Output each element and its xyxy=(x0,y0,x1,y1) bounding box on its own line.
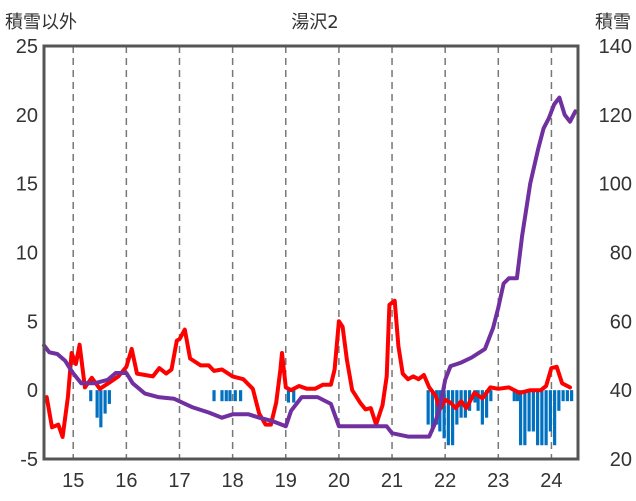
bar-34 xyxy=(531,390,535,432)
x-tick-5: 20 xyxy=(328,470,350,492)
bar-17 xyxy=(442,390,446,439)
bar-41 xyxy=(561,390,565,402)
bar-5 xyxy=(212,390,216,402)
x-tick-2: 17 xyxy=(168,470,190,492)
bar-26 xyxy=(480,390,484,425)
x-tick-6: 21 xyxy=(381,470,403,492)
bar-40 xyxy=(557,390,561,411)
y-right-tick-2: 100 xyxy=(599,174,632,196)
x-tick-7: 22 xyxy=(434,470,456,492)
bar-30 xyxy=(515,390,520,402)
bar-18 xyxy=(446,390,450,446)
bar-42 xyxy=(565,390,569,402)
plot-frame xyxy=(42,44,580,461)
bar-10 xyxy=(239,390,243,402)
x-tick-9: 24 xyxy=(540,470,562,492)
y-right-tick-6: 20 xyxy=(610,449,632,471)
bar-19 xyxy=(451,390,455,446)
bar-0 xyxy=(89,390,93,402)
bar-6 xyxy=(220,390,224,402)
y-left-tick-3: 10 xyxy=(16,243,38,265)
bar-35 xyxy=(536,390,540,446)
bar-11 xyxy=(286,390,291,403)
y-left-tick-2: 15 xyxy=(16,174,38,196)
y-right-label: 積雪 xyxy=(595,12,631,33)
y-right-tick-3: 80 xyxy=(610,243,632,265)
x-tick-8: 23 xyxy=(487,470,509,492)
bar-37 xyxy=(544,390,548,446)
x-tick-3: 18 xyxy=(222,470,244,492)
y-right-tick-4: 60 xyxy=(610,311,632,333)
y-right-tick-0: 140 xyxy=(599,36,632,58)
bar-14 xyxy=(430,390,435,432)
bar-39 xyxy=(553,390,557,446)
bar-25 xyxy=(476,390,480,411)
y-left-tick-6: -5 xyxy=(20,449,38,471)
bar-31 xyxy=(519,390,523,446)
y-left-tick-5: 0 xyxy=(27,380,38,402)
y-left-tick-0: 25 xyxy=(16,36,38,58)
y-left-tick-1: 20 xyxy=(16,105,38,127)
series-line-snow-depth xyxy=(42,95,578,439)
bar-27 xyxy=(485,390,489,418)
line-series xyxy=(42,95,578,439)
grid xyxy=(72,46,553,459)
tick-labels: 25 20 15 10 5 0 -5 140 120 100 80 60 40 20 15 16 17 18 19 2… xyxy=(16,36,632,492)
bar-3 xyxy=(103,390,107,414)
bar-33 xyxy=(527,390,531,432)
chart-title: 湯沢2 xyxy=(291,12,338,33)
bar-28 xyxy=(489,390,493,402)
bar-4 xyxy=(107,390,111,404)
bar-2 xyxy=(99,390,103,428)
y-left-label: 積雪以外 xyxy=(5,12,77,33)
x-tick-4: 19 xyxy=(275,470,297,492)
x-tick-1: 16 xyxy=(115,470,137,492)
bar-12 xyxy=(292,390,296,403)
bar-32 xyxy=(523,390,527,446)
bar-15 xyxy=(435,390,439,425)
bar-8 xyxy=(228,390,232,402)
bar-7 xyxy=(224,390,228,402)
bar-43 xyxy=(570,390,574,402)
bar-24 xyxy=(473,390,477,403)
bar-1 xyxy=(95,390,99,418)
bar-38 xyxy=(548,390,552,432)
y-right-tick-5: 40 xyxy=(610,380,632,402)
bar-36 xyxy=(540,390,544,446)
y-right-tick-1: 120 xyxy=(599,105,632,127)
bar-9 xyxy=(233,390,237,402)
y-left-tick-4: 5 xyxy=(27,311,38,333)
bar-29 xyxy=(512,390,516,402)
series-line-other xyxy=(44,298,572,439)
x-tick-0: 15 xyxy=(62,470,84,492)
bar-13 xyxy=(426,390,430,425)
